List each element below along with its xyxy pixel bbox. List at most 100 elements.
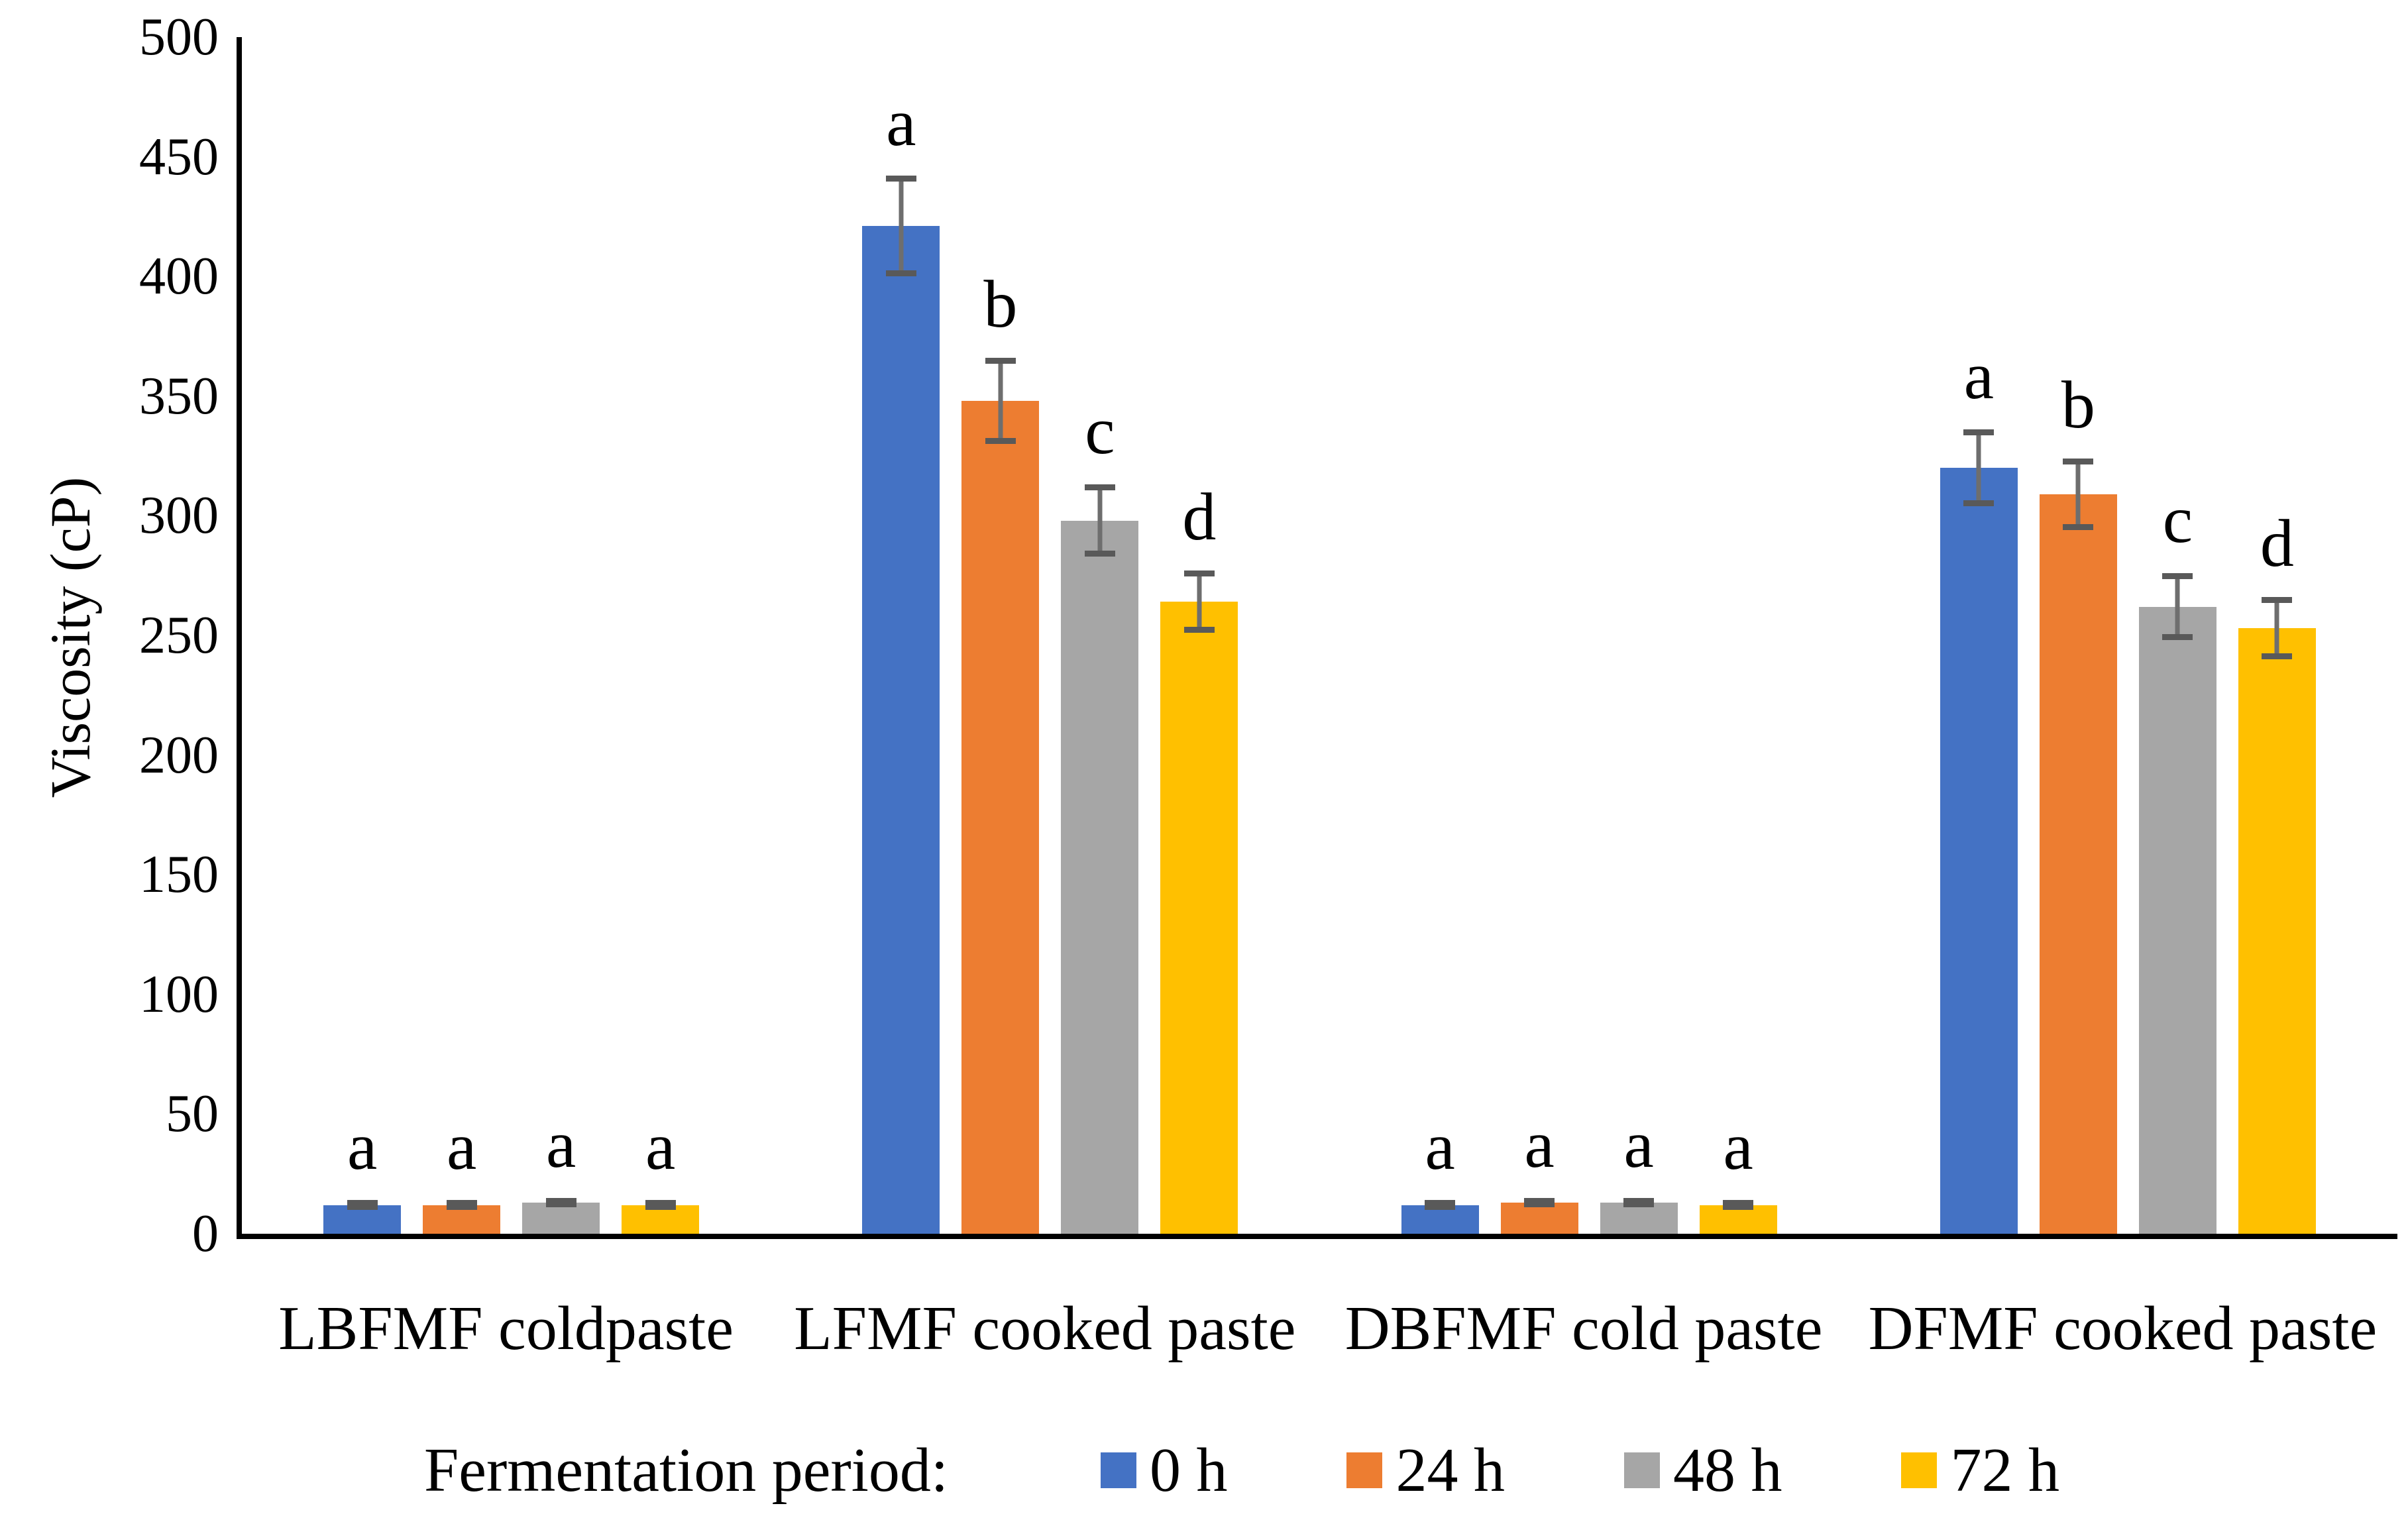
legend-item: 72 h <box>1901 1435 2059 1506</box>
bar-cell: c <box>1061 37 1139 1234</box>
bar-cell: a <box>862 37 940 1234</box>
significance-letter: a <box>1963 339 1995 414</box>
error-bar <box>446 1200 477 1210</box>
bar <box>2238 628 2316 1234</box>
significance-letter: a <box>1723 1109 1753 1185</box>
error-bar-cap <box>1963 500 1995 506</box>
significance-letter: a <box>1623 1107 1654 1182</box>
error-bar-cap <box>1524 1197 1555 1204</box>
error-bar-stem <box>1976 429 1981 506</box>
bar <box>862 226 940 1234</box>
y-tick-label: 350 <box>139 366 219 425</box>
error-bar-cap <box>985 358 1016 364</box>
error-bar-stem <box>2075 458 2081 531</box>
bar <box>423 1205 501 1234</box>
error-bar-cap <box>1723 1200 1754 1207</box>
bar <box>2138 606 2216 1234</box>
x-axis-labels: LBFMF coldpaste LFMF cooked paste DBFMF co… <box>237 1285 2392 1372</box>
error-bar-cap <box>1084 550 1115 557</box>
bar-cell: a <box>1699 37 1777 1234</box>
error-bar <box>1183 570 1215 633</box>
significance-letter: b <box>983 267 1018 343</box>
error-bar <box>1425 1200 1456 1210</box>
error-bar <box>885 176 916 277</box>
bar-cell: a <box>622 37 700 1234</box>
bar <box>323 1205 402 1234</box>
error-bar <box>2262 597 2293 660</box>
legend-title: Fermentation period: <box>424 1436 948 1505</box>
y-tick-label: 300 <box>139 486 219 545</box>
legend-item: 24 h <box>1346 1435 1505 1506</box>
error-bar-cap <box>1425 1200 1456 1207</box>
bar-cell: a <box>1500 37 1578 1234</box>
legend-label: 0 h <box>1149 1436 1228 1505</box>
error-bar-stem <box>1197 570 1202 633</box>
bar-cell: a <box>423 37 501 1234</box>
bar-cell: a <box>1940 37 2018 1234</box>
category-label: LFMF cooked paste <box>794 1294 1296 1363</box>
bar-cell: c <box>2138 37 2216 1234</box>
y-tick-label: 150 <box>139 845 219 904</box>
error-bar-cap <box>2162 634 2193 641</box>
y-tick-label: 450 <box>139 127 219 186</box>
legend-label: 48 h <box>1672 1436 1782 1505</box>
bar <box>1699 1205 1777 1234</box>
error-bar <box>2162 573 2193 641</box>
error-bar-stem <box>998 358 1003 445</box>
error-bar-cap <box>645 1203 676 1210</box>
bar <box>1160 602 1238 1234</box>
error-bar <box>1084 484 1115 557</box>
bar-cell: b <box>2039 37 2117 1234</box>
error-bar-cap <box>2063 524 2094 531</box>
bar-cell: b <box>961 37 1040 1234</box>
error-bar <box>1524 1197 1555 1208</box>
y-tick-label: 250 <box>139 606 219 665</box>
y-tick-label: 200 <box>139 726 219 785</box>
error-bar-cap <box>545 1197 576 1204</box>
legend-item: 0 h <box>1100 1435 1228 1506</box>
significance-letter: c <box>1085 394 1115 469</box>
significance-letter: a <box>886 85 916 160</box>
error-bar <box>985 358 1016 445</box>
error-bar-cap <box>347 1203 378 1210</box>
y-tick-label: 0 <box>192 1205 219 1263</box>
error-bar-cap <box>2262 653 2293 660</box>
bar <box>522 1203 600 1234</box>
error-bar-cap <box>1183 570 1215 577</box>
category-label: LBFMF coldpaste <box>278 1294 734 1363</box>
legend-swatch <box>1100 1452 1136 1488</box>
error-bar <box>545 1197 576 1208</box>
error-bar-stem <box>1097 484 1103 557</box>
error-bar-cap <box>645 1200 676 1207</box>
legend-items: 0 h 24 h 48 h 72 h <box>1100 1435 2179 1506</box>
error-bar-stem <box>2175 573 2180 641</box>
error-bar-cap <box>1425 1203 1456 1210</box>
error-bar-cap <box>1183 627 1215 633</box>
error-bar-cap <box>885 176 916 182</box>
error-bar-cap <box>1084 484 1115 491</box>
error-bar-cap <box>2063 458 2094 464</box>
significance-letter: a <box>1425 1109 1455 1185</box>
bar-cell: d <box>1160 37 1238 1234</box>
bar-cell: a <box>1600 37 1678 1234</box>
bar <box>2039 494 2117 1234</box>
significance-letter: c <box>2162 482 2193 558</box>
bar <box>1061 520 1139 1234</box>
significance-letter: d <box>2260 506 2294 582</box>
error-bar-cap <box>1723 1203 1754 1210</box>
legend-label: 24 h <box>1396 1436 1505 1505</box>
error-bar-cap <box>2262 597 2293 604</box>
error-bar <box>347 1200 378 1210</box>
legend-item: 48 h <box>1623 1435 1782 1506</box>
y-tick-label: 50 <box>166 1085 219 1144</box>
y-tick-label: 100 <box>139 965 219 1024</box>
bar-cell: a <box>1401 37 1479 1234</box>
bar-cell: d <box>2238 37 2316 1234</box>
error-bar-cap <box>1963 429 1995 436</box>
error-bar-cap <box>1524 1201 1555 1208</box>
significance-letter: a <box>347 1109 378 1185</box>
y-tick-label: 500 <box>139 8 219 66</box>
